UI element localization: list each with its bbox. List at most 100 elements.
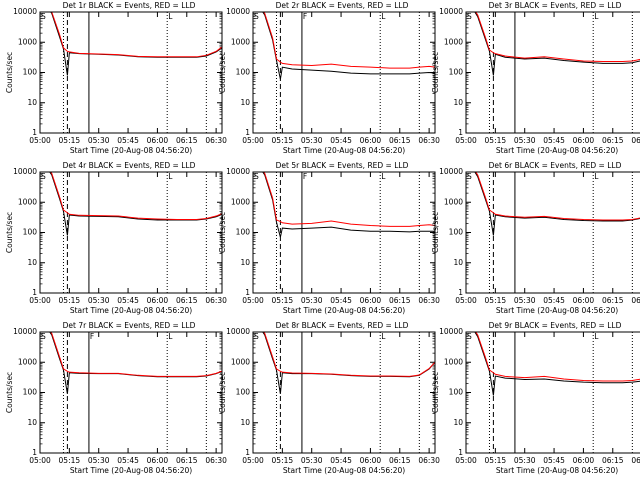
x-tick-label: 05:45	[543, 136, 565, 145]
chart-title: Det 4r BLACK = Events, RED = LLD	[63, 161, 196, 170]
x-axis-label: Start Time (20-Aug-08 04:56:20)	[70, 146, 192, 155]
x-tick-label: 06:15	[389, 296, 411, 305]
y-tick-label: 100	[23, 228, 38, 237]
x-tick-label: 05:00	[242, 296, 264, 305]
flag-label: F	[303, 172, 307, 181]
data-line	[263, 172, 435, 227]
flag-label: L	[168, 12, 173, 21]
y-tick-label: 10	[27, 258, 37, 267]
x-tick-label: 06:30	[631, 456, 640, 465]
x-tick-label: 06:15	[176, 296, 198, 305]
data-line	[50, 332, 222, 377]
x-tick-label: 06:30	[631, 296, 640, 305]
data-line	[51, 12, 222, 58]
y-tick-label: 100	[23, 68, 38, 77]
x-tick-label: 05:30	[301, 136, 323, 145]
panel: Det 9r BLACK = Events, RED = LLD Start Ti…	[431, 321, 640, 475]
flag-label: S	[41, 12, 46, 21]
y-tick-label: 1000	[231, 357, 250, 366]
data-line	[474, 12, 640, 76]
panel: Det 1r BLACK = Events, RED = LLD Start Ti…	[5, 1, 227, 155]
y-tick-label: 10	[240, 98, 250, 107]
x-tick-label: 05:30	[514, 296, 536, 305]
x-tick-label: 05:00	[29, 456, 51, 465]
y-tick-label: 10	[453, 418, 463, 427]
y-tick-label: 10000	[226, 7, 250, 16]
flag-label: L	[381, 172, 386, 181]
y-tick-label: 100	[449, 388, 464, 397]
y-tick-label: 1000	[444, 37, 463, 46]
y-tick-label: 1000	[18, 37, 37, 46]
plot-frame	[252, 171, 436, 294]
x-axis-label: Start Time (20-Aug-08 04:56:20)	[496, 306, 618, 315]
y-tick-label: 100	[23, 388, 38, 397]
flag-label: S	[254, 12, 259, 21]
y-axis-label: Counts/sec	[5, 212, 14, 253]
x-tick-label: 05:30	[88, 136, 110, 145]
y-axis-label: Counts/sec	[218, 212, 227, 253]
y-tick-label: 10	[240, 258, 250, 267]
x-tick-label: 06:00	[360, 136, 382, 145]
flag-label: L	[381, 12, 386, 21]
panel: Det 2r BLACK = Events, RED = LLD Start Ti…	[218, 1, 440, 155]
x-tick-label: 05:45	[543, 456, 565, 465]
chart-title: Det 9r BLACK = Events, RED = LLD	[489, 321, 622, 330]
panel: Det 4r BLACK = Events, RED = LLD Start Ti…	[5, 161, 227, 315]
x-axis-label: Start Time (20-Aug-08 04:56:20)	[283, 306, 405, 315]
plot-frame	[252, 11, 436, 134]
flag-label: L	[594, 172, 599, 181]
y-tick-label: 10000	[13, 327, 37, 336]
x-tick-label: 05:00	[242, 456, 264, 465]
y-tick-label: 10	[27, 418, 37, 427]
x-tick-label: 05:15	[485, 456, 507, 465]
flag-label: L	[594, 12, 599, 21]
flag-label: S	[254, 172, 259, 181]
y-tick-label: 10000	[439, 7, 463, 16]
y-tick-label: 10000	[439, 167, 463, 176]
y-tick-label: 1	[245, 128, 250, 137]
y-tick-label: 1000	[231, 37, 250, 46]
chart-title: Det 8r BLACK = Events, RED = LLD	[276, 321, 409, 330]
x-tick-label: 05:45	[330, 296, 352, 305]
chart-title: Det 6r BLACK = Events, RED = LLD	[489, 161, 622, 170]
y-tick-label: 10000	[439, 327, 463, 336]
y-axis-label: Counts/sec	[5, 52, 14, 93]
x-tick-label: 05:45	[330, 456, 352, 465]
y-tick-label: 10	[27, 98, 37, 107]
plot-frame	[465, 171, 640, 294]
flag-label: S	[41, 172, 46, 181]
y-axis-label: Counts/sec	[431, 52, 440, 93]
chart-title: Det 5r BLACK = Events, RED = LLD	[276, 161, 409, 170]
panel: Det 6r BLACK = Events, RED = LLD Start Ti…	[431, 161, 640, 315]
chart-title: Det 3r BLACK = Events, RED = LLD	[489, 1, 622, 10]
flag-label: L	[168, 332, 173, 341]
data-line	[263, 12, 435, 69]
y-tick-label: 1	[458, 128, 463, 137]
y-tick-label: 1	[245, 288, 250, 297]
y-tick-label: 10	[240, 418, 250, 427]
x-axis-label: Start Time (20-Aug-08 04:56:20)	[496, 146, 618, 155]
data-line	[475, 332, 640, 382]
plot-frame	[465, 11, 640, 134]
x-tick-label: 06:15	[602, 296, 624, 305]
y-axis-label: Counts/sec	[218, 372, 227, 413]
x-tick-label: 05:15	[59, 456, 81, 465]
chart-title: Det 2r BLACK = Events, RED = LLD	[276, 1, 409, 10]
x-tick-label: 05:45	[330, 136, 352, 145]
y-tick-label: 10000	[226, 167, 250, 176]
x-tick-label: 06:15	[389, 456, 411, 465]
y-tick-label: 1	[458, 448, 463, 457]
y-axis-label: Counts/sec	[5, 372, 14, 413]
x-tick-label: 05:45	[543, 296, 565, 305]
x-tick-label: 06:00	[147, 136, 169, 145]
x-tick-label: 05:30	[301, 456, 323, 465]
y-tick-label: 100	[236, 68, 251, 77]
flag-label: L	[168, 172, 173, 181]
y-tick-label: 1000	[18, 357, 37, 366]
x-axis-label: Start Time (20-Aug-08 04:56:20)	[70, 466, 192, 475]
plot-frame	[252, 331, 436, 454]
x-tick-label: 05:00	[29, 296, 51, 305]
x-tick-label: 05:30	[88, 296, 110, 305]
chart-title: Det 1r BLACK = Events, RED = LLD	[63, 1, 196, 10]
